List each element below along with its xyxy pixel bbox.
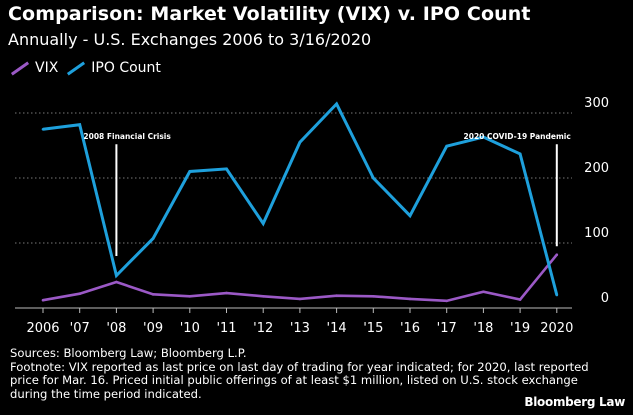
data-point-vix: [408, 297, 412, 301]
data-point-vix: [555, 253, 559, 256]
data-point-vix: [225, 291, 228, 295]
data-point-vix: [78, 292, 81, 296]
x-tick-label: 2020: [540, 321, 573, 336]
data-point-ipo-count: [78, 123, 81, 126]
annotation-label: 2008 Financial Crisis: [83, 132, 171, 141]
data-point-vix: [482, 290, 485, 294]
data-point-ipo-count: [408, 214, 412, 217]
brand-logo: Bloomberg Law: [524, 395, 625, 409]
x-tick-label: '07: [70, 321, 90, 336]
x-tick-label: '17: [437, 321, 457, 336]
chart-title: Comparison: Market Volatility (VIX) v. I…: [8, 3, 531, 25]
data-point-ipo-count: [298, 140, 302, 144]
legend-label-ipo-count: IPO Count: [91, 60, 161, 76]
sources-text: Sources: Bloomberg Law; Bloomberg L.P.: [10, 346, 247, 360]
data-point-vix: [518, 298, 522, 301]
chart-footer: Sources: Bloomberg Law; Bloomberg L.P. F…: [10, 346, 600, 401]
data-point-ipo-count: [335, 102, 338, 106]
data-point-vix: [188, 295, 192, 298]
data-point-ipo-count: [482, 135, 485, 139]
x-tick-label: '09: [143, 321, 163, 336]
x-tick-label: '12: [253, 321, 273, 336]
footnote-text: Footnote: VIX reported as last price on …: [10, 359, 589, 401]
x-tick-label: '13: [290, 321, 310, 336]
data-point-vix: [261, 295, 265, 298]
series-line-vix: [42, 253, 558, 303]
x-tick-label: '14: [327, 321, 347, 336]
x-tick-label: '10: [180, 321, 200, 336]
y-tick-label: 200: [584, 161, 609, 176]
x-tick-label: '18: [473, 321, 493, 336]
data-point-ipo-count: [151, 237, 155, 240]
legend-label-vix: VIX: [35, 60, 59, 76]
data-point-ipo-count: [225, 167, 228, 171]
data-point-ipo-count: [261, 222, 265, 225]
data-point-ipo-count: [41, 127, 45, 131]
y-tick-label: 0: [601, 291, 609, 306]
chart-subtitle: Annually - U.S. Exchanges 2006 to 3/16/2…: [8, 30, 372, 49]
data-point-vix: [372, 295, 375, 298]
y-tick-label: 300: [584, 96, 609, 111]
data-point-vix: [298, 297, 302, 301]
annotation-label: 2020 COVID-19 Pandemic: [464, 132, 571, 141]
legend-item-ipo-count: IPO Count: [66, 60, 161, 76]
legend-item-vix: VIX: [10, 60, 58, 76]
chart-legend: VIX IPO Count: [10, 60, 161, 76]
data-point-ipo-count: [445, 144, 449, 148]
data-point-vix: [335, 294, 338, 297]
x-tick-label: '08: [106, 321, 126, 336]
data-point-ipo-count: [115, 274, 118, 277]
data-point-ipo-count: [518, 152, 522, 156]
y-tick-label: 100: [584, 226, 609, 241]
x-tick-label: '11: [216, 321, 236, 336]
data-point-vix: [115, 280, 118, 284]
data-point-vix: [445, 299, 449, 303]
data-point-vix: [41, 298, 45, 302]
data-point-ipo-count: [188, 170, 192, 173]
x-tick-label: '16: [400, 321, 420, 336]
data-point-ipo-count: [555, 293, 559, 297]
data-point-ipo-count: [372, 176, 375, 180]
data-point-vix: [151, 293, 155, 296]
x-tick-label: '15: [363, 321, 383, 336]
x-tick-label: '19: [510, 321, 530, 336]
x-tick-label: 2006: [26, 321, 59, 336]
